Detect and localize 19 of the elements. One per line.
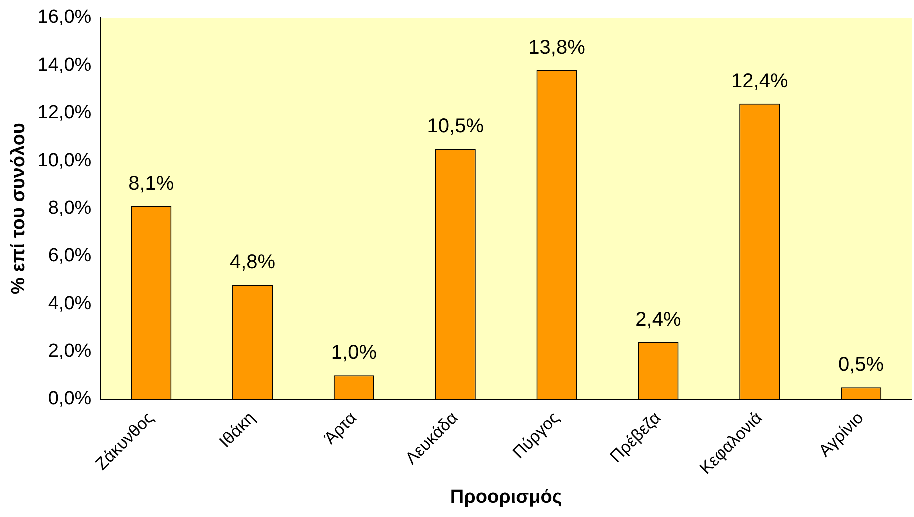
- data-label: 12,4%: [732, 70, 788, 92]
- data-label: 10,5%: [427, 116, 484, 138]
- data-label: 8,1%: [128, 172, 174, 195]
- data-label: 2,4%: [636, 308, 682, 331]
- y-tick-label: 0,0%: [48, 388, 92, 410]
- data-label: 0,5%: [838, 354, 884, 376]
- data-label: 4,8%: [230, 252, 276, 274]
- y-tick-label: 4,0%: [48, 293, 92, 314]
- y-tick-label: 2,0%: [48, 341, 92, 362]
- y-tick-label: 6,0%: [48, 246, 92, 267]
- data-label: 1,0%: [331, 342, 378, 364]
- y-tick-label: 10,0%: [38, 150, 92, 172]
- data-label: 13,8%: [528, 36, 586, 59]
- y-tick-label: 16,0%: [38, 7, 92, 28]
- y-tick-label: 8,0%: [48, 198, 92, 219]
- y-tick-label: 14,0%: [38, 54, 92, 76]
- y-axis-title: % επί του συνόλου: [8, 123, 30, 294]
- x-axis-title: Προορισμός: [450, 486, 562, 508]
- y-tick-label: 12,0%: [38, 102, 92, 124]
